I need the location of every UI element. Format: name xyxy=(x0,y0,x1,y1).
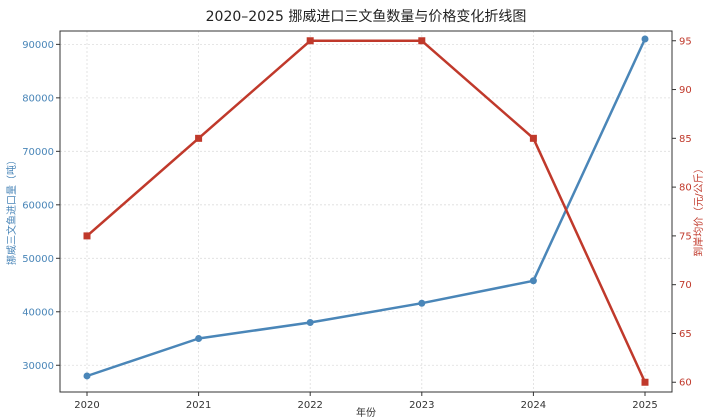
left-tick-label: 80000 xyxy=(22,93,54,104)
right-tick-label: 80 xyxy=(679,183,692,194)
right-tick-label: 90 xyxy=(679,85,692,96)
price-point xyxy=(83,232,91,240)
x-tick-label: 2020 xyxy=(74,400,99,411)
volume-point xyxy=(529,277,537,285)
price-point xyxy=(306,37,314,45)
right-axis-label: 到岸均价（元/公斤） xyxy=(693,163,705,256)
right-tick-label: 85 xyxy=(679,134,692,145)
series-line-volume xyxy=(86,38,647,378)
x-axis-ticks: 2020 2021 2022 2023 2024 2025 xyxy=(74,392,658,411)
left-axis-label: 挪威三文鱼进口量（吨） xyxy=(5,155,18,265)
x-tick-label: 2021 xyxy=(186,400,211,411)
left-tick-label: 50000 xyxy=(22,254,54,265)
price-point xyxy=(641,378,649,386)
right-axis-ticks: 60 65 70 75 80 85 90 95 xyxy=(672,36,692,389)
right-tick-label: 65 xyxy=(679,329,692,340)
x-tick-label: 2022 xyxy=(297,400,322,411)
left-tick-label: 60000 xyxy=(22,200,54,211)
series-line-price xyxy=(86,39,647,383)
x-axis-label: 年份 xyxy=(356,406,376,417)
volume-point xyxy=(306,318,314,326)
x-tick-label: 2023 xyxy=(409,400,434,411)
right-tick-label: 75 xyxy=(679,231,692,242)
x-tick-label: 2024 xyxy=(521,400,546,411)
left-tick-label: 40000 xyxy=(22,307,54,318)
price-point xyxy=(418,37,426,45)
grid xyxy=(60,31,672,392)
volume-point xyxy=(641,35,649,43)
right-tick-label: 70 xyxy=(679,280,692,291)
volume-point xyxy=(83,372,91,380)
left-tick-label: 70000 xyxy=(22,147,54,158)
left-axis-ticks: 30000 40000 50000 60000 70000 80000 90000 xyxy=(22,40,60,372)
price-point xyxy=(529,134,537,142)
volume-point xyxy=(195,335,203,343)
price-point xyxy=(195,134,203,142)
volume-point xyxy=(418,299,426,307)
series-layer xyxy=(83,35,649,386)
right-tick-label: 95 xyxy=(679,36,692,47)
x-tick-label: 2025 xyxy=(632,400,657,411)
left-tick-label: 90000 xyxy=(22,40,54,51)
right-tick-label: 60 xyxy=(679,378,692,389)
chart-title: 2020–2025 挪威进口三文鱼数量与价格变化折线图 xyxy=(206,8,527,25)
plot-frame xyxy=(59,30,673,393)
left-tick-label: 30000 xyxy=(22,361,54,372)
